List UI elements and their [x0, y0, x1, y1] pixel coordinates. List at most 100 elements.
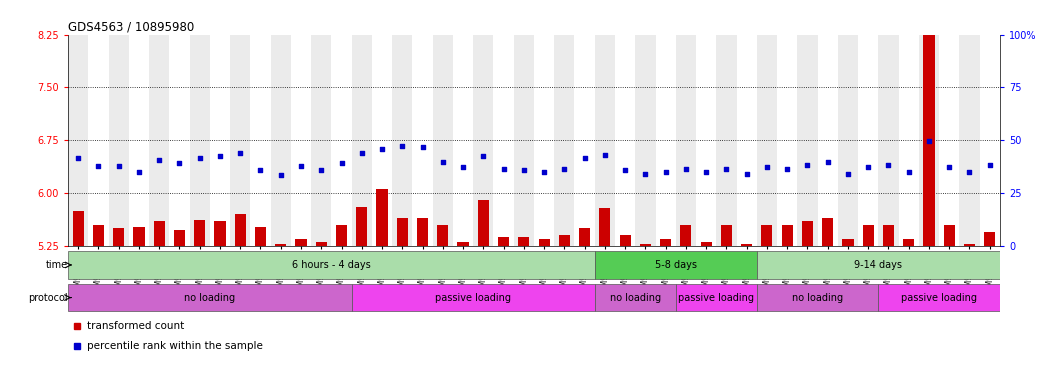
Bar [984, 232, 996, 246]
Bar [235, 214, 246, 246]
Point [799, 162, 816, 168]
Point [961, 169, 978, 175]
Bar [757, 35, 777, 246]
Bar [757, 284, 878, 311]
Bar [316, 242, 327, 246]
Bar [863, 225, 874, 246]
Point [354, 150, 371, 156]
Text: percentile rank within the sample: percentile rank within the sample [87, 341, 263, 351]
Bar [473, 35, 493, 246]
Point [677, 166, 694, 172]
Point [637, 171, 653, 177]
Text: 5-8 days: 5-8 days [654, 260, 696, 270]
Point [151, 157, 168, 163]
Bar [655, 35, 675, 246]
Bar [720, 225, 732, 246]
Bar [109, 35, 129, 246]
Bar [518, 237, 530, 246]
Point [435, 159, 451, 165]
Bar [458, 242, 469, 246]
Bar [270, 35, 291, 246]
Text: passive loading: passive loading [901, 293, 977, 303]
Point [292, 163, 310, 169]
Bar [595, 284, 675, 311]
Point [920, 138, 937, 144]
Point [252, 167, 269, 174]
Bar [154, 221, 164, 246]
Text: time: time [46, 260, 68, 270]
Text: no loading: no loading [609, 293, 661, 303]
Bar [959, 35, 980, 246]
Bar [68, 284, 352, 311]
Bar [599, 209, 610, 246]
Bar [133, 227, 144, 246]
Bar [352, 35, 372, 246]
Bar [802, 221, 814, 246]
Bar [675, 284, 757, 311]
Bar [250, 35, 270, 246]
Bar [254, 227, 266, 246]
Bar [275, 244, 286, 246]
Point [110, 163, 127, 169]
Bar [615, 35, 636, 246]
Bar [838, 35, 859, 246]
Point [697, 169, 714, 175]
Bar [636, 35, 655, 246]
Bar [575, 35, 595, 246]
Point [272, 172, 289, 179]
Bar [174, 230, 185, 246]
Point [313, 167, 330, 174]
Bar [477, 200, 489, 246]
Bar [798, 35, 818, 246]
Bar [595, 35, 615, 246]
Bar [356, 207, 367, 246]
Point [454, 164, 471, 170]
Bar [209, 35, 230, 246]
Bar [640, 243, 651, 246]
Bar [716, 35, 736, 246]
Bar [453, 35, 473, 246]
Bar [417, 218, 428, 246]
Bar [620, 235, 630, 246]
Text: 6 hours - 4 days: 6 hours - 4 days [292, 260, 371, 270]
Point [738, 171, 755, 177]
Bar [964, 243, 975, 246]
Bar [883, 225, 894, 246]
Bar [818, 35, 838, 246]
Bar [438, 225, 448, 246]
Text: transformed count: transformed count [87, 321, 184, 331]
Point [131, 169, 148, 175]
Bar [538, 239, 550, 246]
Text: no loading: no loading [792, 293, 843, 303]
Bar [595, 251, 757, 279]
Bar [72, 210, 84, 246]
Point [900, 169, 917, 175]
Point [597, 152, 614, 158]
Point [658, 169, 674, 175]
Point [231, 150, 248, 156]
Bar [413, 35, 432, 246]
Bar [230, 35, 250, 246]
Bar [432, 35, 453, 246]
Point [374, 146, 391, 152]
Bar [377, 189, 387, 246]
Point [211, 152, 228, 159]
Point [556, 166, 573, 172]
Text: GDS4563 / 10895980: GDS4563 / 10895980 [68, 20, 195, 33]
Bar [170, 35, 190, 246]
Bar [393, 35, 413, 246]
Bar [291, 35, 311, 246]
Point [941, 164, 958, 170]
Bar [194, 220, 205, 246]
Bar [498, 237, 509, 246]
Bar [843, 239, 853, 246]
Bar [149, 35, 170, 246]
Bar [534, 35, 554, 246]
Bar [660, 239, 671, 246]
Point [394, 143, 410, 149]
Bar [700, 242, 712, 246]
Bar [878, 284, 1000, 311]
Text: 9-14 days: 9-14 days [854, 260, 903, 270]
Bar [554, 35, 575, 246]
Bar [919, 35, 939, 246]
